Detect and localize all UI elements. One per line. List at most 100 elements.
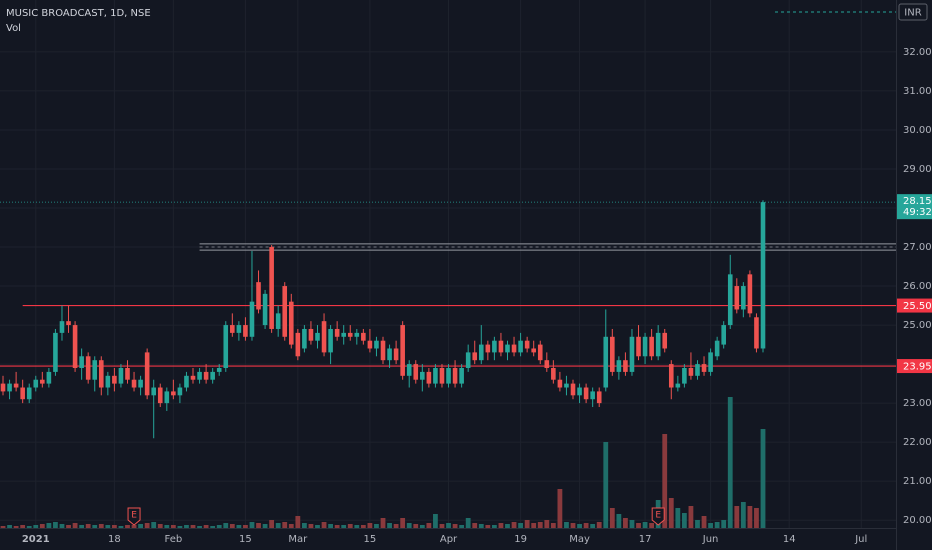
volume-bar	[446, 523, 451, 528]
volume-bar	[216, 525, 222, 528]
candle-body	[164, 391, 170, 404]
earnings-marker	[651, 507, 665, 526]
candle-body	[433, 368, 438, 384]
volume-bar	[433, 514, 438, 528]
volume-bar	[505, 524, 510, 528]
currency: INR	[904, 8, 921, 19]
candle-body	[518, 340, 523, 353]
earnings-label: E	[655, 511, 661, 521]
earnings-label: E	[131, 511, 137, 521]
volume-bar	[616, 514, 622, 528]
candle-body	[701, 364, 707, 372]
volume-bar	[341, 525, 347, 528]
volume-bar	[452, 524, 458, 528]
candle-body	[642, 336, 648, 357]
candle-body	[420, 371, 425, 380]
candle-body	[210, 371, 215, 380]
volume-bar	[675, 508, 681, 528]
candle-body	[452, 368, 458, 384]
x-tick-label: Jun	[702, 534, 719, 545]
volume-bar	[288, 524, 294, 528]
candle-body	[655, 332, 661, 357]
volume-bar	[92, 525, 98, 528]
candle-body	[393, 348, 399, 361]
candle-body	[446, 368, 451, 384]
volume-bar	[243, 525, 248, 528]
volume-bar	[413, 524, 419, 528]
volume-bar	[393, 524, 399, 528]
volume-bar	[518, 523, 523, 528]
volume-bar	[144, 523, 150, 528]
volume-bar	[151, 522, 157, 528]
volume-bar	[295, 516, 301, 528]
candle-body	[636, 336, 641, 357]
candle-body	[459, 368, 464, 384]
level-label-box	[897, 359, 932, 374]
candle-body	[0, 383, 6, 392]
candle-body	[118, 368, 124, 384]
volume-bar	[315, 525, 320, 528]
candle-body	[177, 387, 183, 396]
candle-body	[125, 368, 130, 380]
last-price-box	[897, 194, 932, 220]
candle-body	[308, 328, 314, 341]
candle-body	[354, 332, 360, 337]
candle-body	[131, 379, 137, 388]
volume-bar	[190, 525, 196, 528]
level-label: 25.50	[903, 301, 932, 312]
y-tick-label: 27.00	[903, 242, 932, 253]
volume-bar	[85, 524, 91, 528]
volume-bar	[754, 508, 759, 528]
candle-body	[551, 368, 556, 380]
candle-body	[387, 348, 392, 361]
volume-bar	[603, 442, 609, 528]
candle-body	[341, 332, 346, 337]
volume-bar	[695, 520, 700, 528]
volume-bar	[256, 523, 261, 528]
volume-bar	[590, 524, 596, 528]
candle-body	[367, 340, 373, 349]
candle-body	[721, 325, 726, 345]
candle-body	[511, 344, 517, 353]
candle-body	[760, 202, 766, 349]
volume-bar	[72, 523, 78, 528]
x-tick-label: Mar	[288, 534, 308, 545]
volume-bar	[485, 525, 491, 528]
candle-body	[596, 391, 602, 404]
candle-body	[230, 325, 235, 333]
candle-body	[85, 356, 91, 380]
y-tick-label: 20.00	[903, 515, 932, 526]
countdown: 49:32	[903, 207, 932, 218]
candle-body	[40, 379, 45, 384]
volume-bar	[524, 520, 530, 528]
volume-bar	[387, 523, 392, 528]
volume-bar	[459, 525, 465, 528]
volume-bar	[66, 525, 71, 528]
volume-bar	[406, 523, 412, 528]
volume-bar	[7, 525, 12, 528]
volume-bar	[472, 523, 478, 528]
volume-bar	[249, 522, 255, 528]
x-tick-label: 18	[108, 534, 121, 545]
y-tick-label: 31.00	[903, 86, 932, 97]
volume-bar	[328, 524, 333, 528]
y-tick-label: 30.00	[903, 125, 932, 136]
volume-bar	[354, 525, 360, 528]
volume-bar	[478, 524, 484, 528]
candle-body	[741, 286, 746, 310]
candle-body	[498, 340, 504, 353]
candle-body	[157, 387, 163, 404]
y-tick-label: 25.00	[903, 320, 932, 331]
volume-bar	[557, 489, 563, 528]
volume-bar	[714, 522, 720, 528]
volume-bar	[419, 525, 425, 528]
volume-bar	[184, 525, 189, 528]
volume-bar	[760, 429, 766, 528]
candle-body	[603, 336, 609, 388]
candle-body	[754, 317, 759, 349]
volume-bar	[439, 524, 445, 528]
candle-body	[249, 301, 255, 337]
volume-bar	[105, 525, 111, 528]
